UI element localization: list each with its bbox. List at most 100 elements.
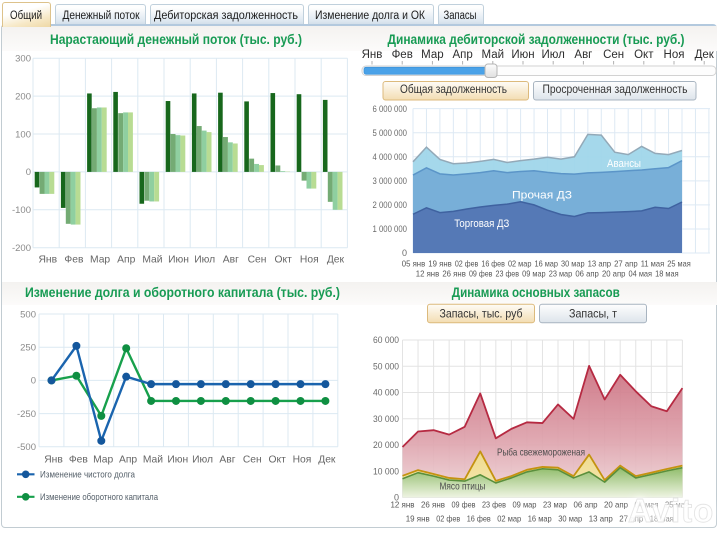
svg-text:Сен: Сен bbox=[243, 455, 262, 466]
svg-text:04 мая: 04 мая bbox=[635, 500, 659, 510]
svg-text:Окт: Окт bbox=[634, 49, 654, 61]
svg-text:Дек: Дек bbox=[318, 455, 336, 466]
svg-text:Июн: Июн bbox=[511, 49, 534, 61]
svg-text:Ноя: Ноя bbox=[664, 49, 685, 61]
svg-text:26 янв: 26 янв bbox=[442, 268, 466, 278]
svg-text:16 мар: 16 мар bbox=[535, 258, 559, 268]
svg-text:Мар: Мар bbox=[421, 49, 444, 61]
svg-text:40 000: 40 000 bbox=[373, 388, 399, 398]
svg-text:Сен: Сен bbox=[248, 254, 267, 265]
svg-text:Изменение чистого долга: Изменение чистого долга bbox=[40, 469, 136, 480]
svg-text:Авансы: Авансы bbox=[607, 158, 641, 170]
svg-text:Фев: Фев bbox=[64, 254, 84, 265]
svg-text:18 мая: 18 мая bbox=[650, 514, 674, 524]
svg-text:05 янв: 05 янв bbox=[402, 258, 426, 268]
svg-text:Июл: Июл bbox=[542, 49, 565, 61]
svg-text:30 мар: 30 мар bbox=[558, 514, 582, 524]
svg-text:Торговая ДЗ: Торговая ДЗ bbox=[454, 218, 509, 230]
svg-text:20 апр: 20 апр bbox=[604, 500, 628, 510]
svg-text:Изменение долга и оборотного к: Изменение долга и оборотного капитала (т… bbox=[25, 284, 340, 300]
svg-text:Июн: Июн bbox=[167, 455, 188, 466]
svg-text:25 мая: 25 мая bbox=[667, 258, 691, 268]
svg-text:Ноя: Ноя bbox=[300, 254, 319, 265]
svg-text:06 апр: 06 апр bbox=[575, 268, 599, 278]
svg-text:Изменение оборотного капитала: Изменение оборотного капитала bbox=[40, 492, 159, 503]
svg-text:09 мар: 09 мар bbox=[522, 268, 546, 278]
svg-text:19 янв: 19 янв bbox=[406, 514, 430, 524]
svg-text:-250: -250 bbox=[17, 409, 36, 420]
svg-text:Общая задолженность: Общая задолженность bbox=[400, 82, 507, 96]
svg-text:10 000: 10 000 bbox=[373, 466, 399, 476]
svg-text:Окт: Окт bbox=[268, 455, 286, 466]
svg-text:Мясо птицы: Мясо птицы bbox=[440, 481, 486, 493]
svg-text:16 фев: 16 фев bbox=[481, 258, 505, 268]
svg-text:09 фев: 09 фев bbox=[452, 500, 476, 510]
svg-text:30 000: 30 000 bbox=[373, 414, 399, 424]
svg-text:Дек: Дек bbox=[695, 49, 715, 61]
svg-text:04 мая: 04 мая bbox=[629, 268, 653, 278]
svg-text:Авг: Авг bbox=[223, 254, 239, 265]
svg-text:Янв: Янв bbox=[44, 455, 63, 466]
svg-text:09 фев: 09 фев bbox=[469, 268, 493, 278]
svg-text:23 фев: 23 фев bbox=[496, 268, 520, 278]
svg-text:Май: Май bbox=[143, 455, 163, 466]
svg-text:12 янв: 12 янв bbox=[416, 268, 440, 278]
svg-text:Июн: Июн bbox=[168, 254, 189, 265]
svg-text:0: 0 bbox=[26, 167, 31, 178]
svg-text:50 000: 50 000 bbox=[373, 361, 399, 371]
svg-text:02 фев: 02 фев bbox=[455, 258, 479, 268]
svg-text:Май: Май bbox=[142, 254, 162, 265]
svg-text:Фев: Фев bbox=[69, 455, 89, 466]
svg-text:500: 500 bbox=[20, 309, 36, 320]
svg-text:Запасы, т: Запасы, т bbox=[569, 307, 617, 321]
svg-text:Фев: Фев bbox=[392, 49, 413, 61]
svg-text:16 мар: 16 мар bbox=[528, 514, 552, 524]
svg-text:Прочая ДЗ: Прочая ДЗ bbox=[512, 190, 572, 202]
svg-text:0: 0 bbox=[31, 376, 36, 387]
svg-text:Май: Май bbox=[482, 49, 505, 61]
svg-text:Запасы, тыс. руб: Запасы, тыс. руб bbox=[440, 307, 523, 321]
svg-text:Просроченная задолженность: Просроченная задолженность bbox=[543, 82, 688, 96]
svg-text:300: 300 bbox=[15, 54, 31, 65]
svg-text:23 мар: 23 мар bbox=[549, 268, 573, 278]
svg-text:Июл: Июл bbox=[192, 455, 213, 466]
svg-text:11 мая: 11 мая bbox=[641, 258, 665, 268]
svg-text:27 апр: 27 апр bbox=[619, 514, 643, 524]
svg-text:200: 200 bbox=[15, 91, 31, 102]
svg-text:09 мар: 09 мар bbox=[513, 500, 537, 510]
svg-text:-200: -200 bbox=[12, 243, 31, 254]
svg-text:20 апр: 20 апр bbox=[602, 268, 626, 278]
svg-text:Дек: Дек bbox=[327, 254, 345, 265]
svg-text:100: 100 bbox=[15, 129, 31, 140]
svg-text:Апр: Апр bbox=[119, 455, 137, 466]
svg-text:-500: -500 bbox=[17, 442, 36, 453]
svg-text:16 фев: 16 фев bbox=[467, 514, 491, 524]
svg-text:Ноя: Ноя bbox=[293, 455, 312, 466]
svg-text:Мар: Мар bbox=[93, 455, 113, 466]
svg-text:Июл: Июл bbox=[194, 254, 215, 265]
svg-text:Динамика дебиторской задолженн: Динамика дебиторской задолженности (тыс.… bbox=[388, 31, 685, 47]
svg-text:25 мая: 25 мая bbox=[665, 500, 689, 510]
svg-text:02 фев: 02 фев bbox=[436, 514, 460, 524]
svg-text:19 янв: 19 янв bbox=[428, 258, 452, 268]
svg-text:30 мар: 30 мар bbox=[561, 258, 585, 268]
svg-text:3 000 000: 3 000 000 bbox=[373, 176, 408, 186]
svg-text:27 апр: 27 апр bbox=[614, 258, 638, 268]
svg-text:13 апр: 13 апр bbox=[589, 514, 613, 524]
svg-text:12 янв: 12 янв bbox=[391, 500, 415, 510]
svg-text:-100: -100 bbox=[12, 205, 31, 216]
svg-text:20 000: 20 000 bbox=[373, 440, 399, 450]
svg-text:02 мар: 02 мар bbox=[497, 514, 521, 524]
svg-text:0: 0 bbox=[394, 493, 399, 503]
svg-text:5 000 000: 5 000 000 bbox=[373, 128, 408, 138]
svg-text:06 апр: 06 апр bbox=[574, 500, 598, 510]
svg-text:Окт: Окт bbox=[274, 254, 292, 265]
svg-text:250: 250 bbox=[20, 343, 36, 354]
svg-text:Динамика основных запасов: Динамика основных запасов bbox=[452, 284, 620, 300]
svg-text:18 мая: 18 мая bbox=[655, 268, 679, 278]
svg-text:Нарастающий денежный поток (ты: Нарастающий денежный поток (тыс. руб.) bbox=[50, 31, 302, 47]
svg-text:13 апр: 13 апр bbox=[588, 258, 612, 268]
svg-text:Апр: Апр bbox=[117, 254, 135, 265]
svg-text:26 янв: 26 янв bbox=[421, 500, 445, 510]
svg-text:4 000 000: 4 000 000 bbox=[373, 152, 408, 162]
